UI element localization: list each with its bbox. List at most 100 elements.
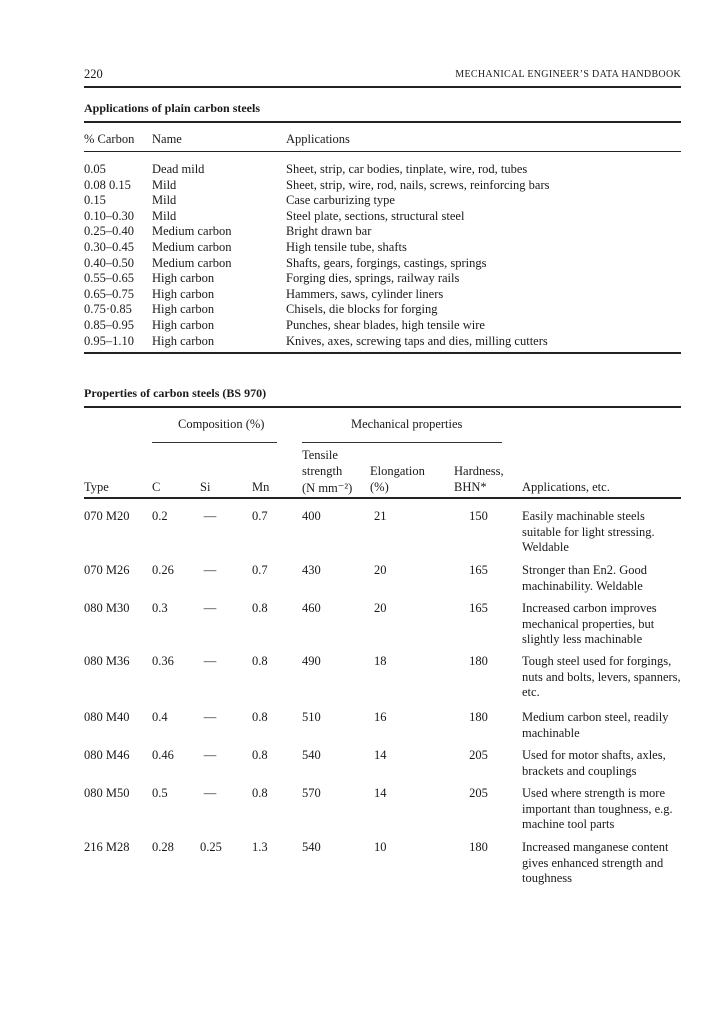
elongation-cell: 14 — [374, 748, 387, 762]
col-tensile-1: Tensile — [302, 448, 338, 462]
tensile-cell: 570 — [302, 786, 321, 800]
tensile-cell: 510 — [302, 710, 321, 724]
applications-cell: Medium carbon steel, readily machinable — [522, 710, 669, 740]
type-cell: 070 M26 — [84, 563, 130, 577]
si-cell: — — [203, 601, 217, 615]
type-cell: 080 M46 — [84, 748, 130, 762]
c-cell: 0.4 — [152, 710, 168, 724]
applications-cell: Punches, shear blades, high tensile wire — [286, 318, 485, 332]
applications-cell: Stronger than En2. Good machinability. W… — [522, 563, 647, 593]
tensile-cell: 400 — [302, 509, 321, 523]
type-cell: 080 M40 — [84, 710, 130, 724]
si-cell: — — [203, 509, 217, 523]
name-cell: High carbon — [152, 271, 215, 286]
elongation-cell: 18 — [374, 654, 387, 668]
si-cell: — — [203, 748, 217, 762]
applications-cell: Sheet, strip, wire, rod, nails, screws, … — [286, 177, 550, 192]
hardness-cell: 180 — [469, 840, 488, 854]
table2-header-rule — [84, 497, 681, 499]
col-hardness-2: BHN* — [454, 480, 487, 494]
tensile-cell: 540 — [302, 748, 321, 762]
carbon-cell: 0.15 — [84, 193, 106, 208]
applications-cell: Sheet, strip, car bodies, tinplate, wire… — [286, 162, 528, 176]
applications-cell: Bright drawn bar — [286, 224, 372, 239]
applications-cell: Increased manganese content gives enhanc… — [522, 840, 669, 885]
col-applications: Applications — [286, 132, 350, 146]
elongation-cell: 14 — [374, 786, 387, 800]
name-cell: High carbon — [152, 318, 215, 332]
col-tensile-3: (N mm⁻²) — [302, 481, 353, 495]
col-applications: Applications, etc. — [522, 480, 610, 494]
carbon-cell: 0.10–0.30 — [84, 208, 134, 223]
applications-cell: Used where strength is more important th… — [522, 786, 673, 831]
name-cell: Mild — [152, 208, 177, 223]
applications-cell: Steel plate, sections, structural steel — [286, 208, 465, 223]
carbon-cell: 0.85–0.95 — [84, 318, 134, 332]
applications-cell: Hammers, saws, cylinder liners — [286, 286, 444, 301]
carbon-cell: 0.25–0.40 — [84, 224, 134, 239]
mechanical-underline — [302, 442, 502, 443]
si-cell: — — [203, 563, 217, 577]
tensile-cell: 460 — [302, 601, 321, 615]
name-cell: Medium carbon — [152, 255, 232, 270]
c-cell: 0.26 — [152, 563, 174, 577]
elongation-cell: 16 — [374, 710, 387, 724]
type-cell: 080 M36 — [84, 654, 130, 668]
carbon-cell: 0.08 0.15 — [84, 177, 131, 192]
carbon-cell: 0.65–0.75 — [84, 286, 134, 301]
applications-cell: Used for motor shafts, axles, brackets a… — [522, 748, 666, 778]
col-si: Si — [200, 480, 211, 494]
hardness-cell: 165 — [469, 601, 488, 615]
tensile-cell: 430 — [302, 563, 321, 577]
mn-cell: 0.8 — [252, 601, 268, 615]
col-carbon: % Carbon — [84, 132, 135, 146]
col-elongation-2: (%) — [370, 480, 389, 494]
table2-title: Properties of carbon steels (BS 970) — [84, 386, 267, 400]
mn-cell: 0.8 — [252, 748, 268, 762]
applications-cell: Increased carbon improves mechanical pro… — [522, 601, 657, 646]
type-cell: 080 M50 — [84, 786, 130, 800]
running-title: MECHANICAL ENGINEER’S DATA HANDBOOK — [455, 69, 681, 80]
name-cell: Mild — [152, 193, 177, 208]
elongation-cell: 20 — [374, 563, 387, 577]
tensile-cell: 490 — [302, 654, 321, 668]
applications-cell: Chisels, die blocks for forging — [286, 302, 438, 317]
header-rule — [84, 86, 681, 88]
c-cell: 0.3 — [152, 601, 168, 615]
applications-cell: Shafts, gears, forgings, castings, sprin… — [286, 255, 487, 270]
c-cell: 0.2 — [152, 509, 168, 523]
si-cell: — — [203, 710, 217, 724]
c-cell: 0.36 — [152, 654, 174, 668]
carbon-cell: 0.55–0.65 — [84, 271, 134, 286]
group-mechanical: Mechanical properties — [351, 417, 463, 431]
hardness-cell: 150 — [469, 509, 488, 523]
hardness-cell: 205 — [469, 748, 488, 762]
hardness-cell: 165 — [469, 563, 488, 577]
name-cell: High carbon — [152, 302, 215, 317]
col-hardness-1: Hardness, — [454, 464, 504, 478]
type-cell: 216 M28 — [84, 840, 130, 854]
mn-cell: 0.8 — [252, 654, 268, 668]
composition-underline — [152, 442, 277, 443]
applications-cell: Knives, axes, screwing taps and dies, mi… — [286, 333, 548, 348]
applications-cell: High tensile tube, shafts — [286, 240, 407, 254]
col-name: Name — [152, 132, 182, 146]
hardness-cell: 180 — [469, 710, 488, 724]
col-c: C — [152, 480, 161, 494]
table1-title: Applications of plain carbon steels — [84, 101, 261, 115]
table1-header-rule — [84, 151, 681, 152]
si-cell: — — [203, 654, 217, 668]
si-cell: 0.25 — [200, 840, 222, 854]
name-cell: Medium carbon — [152, 240, 232, 254]
carbon-cell: 0.95–1.10 — [84, 333, 134, 348]
name-cell: Medium carbon — [152, 224, 232, 239]
c-cell: 0.46 — [152, 748, 174, 762]
c-cell: 0.5 — [152, 786, 168, 800]
applications-cell: Forging dies, springs, railway rails — [286, 271, 460, 286]
carbon-cell: 0.30–0.45 — [84, 240, 134, 254]
applications-cell: Case carburizing type — [286, 193, 395, 208]
mn-cell: 0.7 — [252, 509, 268, 523]
table1-top-rule — [84, 121, 681, 123]
col-tensile-2: strength — [302, 464, 343, 478]
